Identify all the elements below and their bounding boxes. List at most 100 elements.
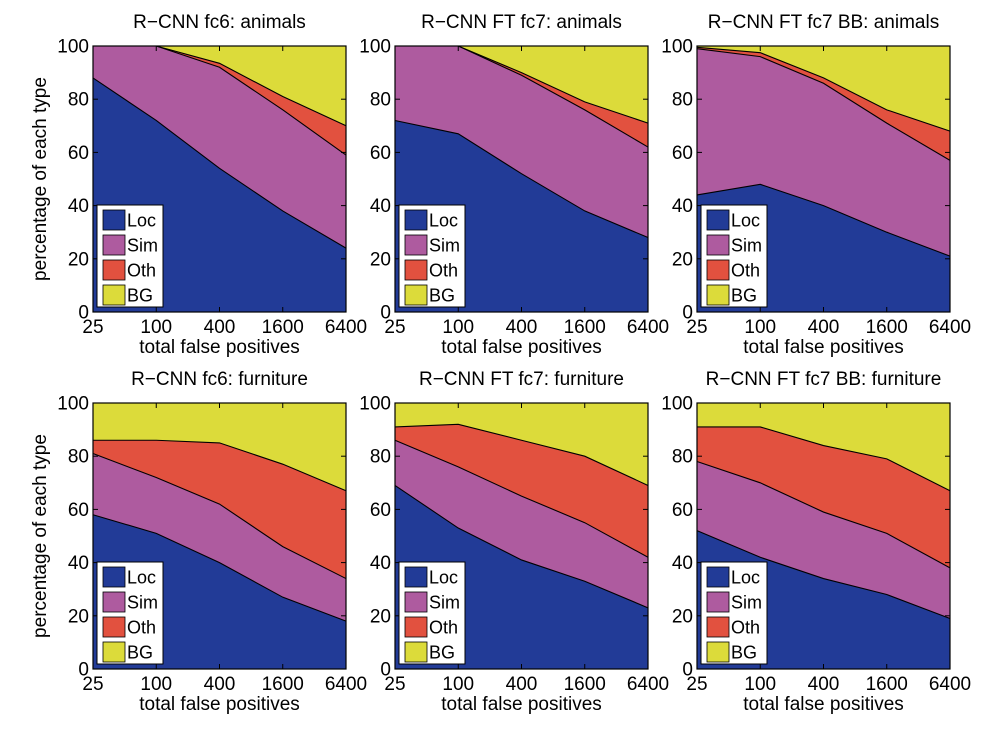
x-tick-label: 25 — [82, 674, 103, 695]
y-tick-label: 80 — [672, 90, 693, 111]
legend-swatch-sim — [404, 234, 428, 256]
legend: Loc Sim Oth BG — [700, 204, 768, 308]
chart-title: R−CNN fc6: furniture — [131, 369, 308, 390]
area-sim — [93, 46, 346, 249]
x-tick-label: 1600 — [262, 317, 304, 338]
y-tick-label: 60 — [672, 500, 693, 521]
x-tick-label: 25 — [82, 317, 103, 338]
y-tick-label: 40 — [68, 553, 89, 574]
legend-swatch-loc — [706, 566, 730, 588]
y-tick-label: 20 — [672, 606, 693, 627]
boundary-oth — [696, 46, 951, 132]
legend: Loc Sim Oth BG — [700, 561, 768, 665]
area-sim — [697, 48, 950, 257]
legend-label-bg: BG — [127, 286, 153, 306]
legend: Loc Sim Oth BG — [96, 204, 164, 308]
y-tick-label: 0 — [380, 660, 391, 681]
legend-label-oth: Oth — [127, 261, 156, 281]
x-tick-label: 6400 — [929, 674, 971, 695]
y-tick-label: 60 — [68, 500, 89, 521]
y-tick-label: 100 — [359, 37, 391, 58]
y-tick-label: 20 — [370, 606, 391, 627]
legend-swatch-bg — [706, 284, 730, 306]
y-tick-label: 20 — [672, 249, 693, 270]
x-tick-label: 400 — [506, 674, 538, 695]
x-tick-label: 1600 — [564, 674, 606, 695]
x-tick-label: 1600 — [262, 674, 304, 695]
x-tick-label: 100 — [442, 317, 474, 338]
boundary-loc — [92, 514, 347, 622]
y-tick-label: 0 — [78, 660, 89, 681]
boundary-oth — [93, 439, 347, 492]
chart-title: R−CNN fc6: animals — [133, 12, 306, 33]
legend-swatch-loc — [706, 209, 730, 231]
x-tick-label: 100 — [744, 674, 776, 695]
y-tick-label: 0 — [682, 660, 693, 681]
area-bg — [395, 403, 648, 486]
legend-label-bg: BG — [127, 643, 153, 663]
y-tick-label: 100 — [359, 394, 391, 415]
y-tick-label: 40 — [68, 196, 89, 217]
x-axis-label: total false positives — [139, 337, 300, 358]
x-tick-label: 25 — [384, 674, 405, 695]
legend-label-sim: Sim — [429, 236, 460, 256]
chart-title: R−CNN FT fc7: animals — [421, 12, 622, 33]
area-bg — [93, 46, 346, 126]
y-tick-label: 100 — [661, 37, 693, 58]
y-tick-label: 80 — [370, 90, 391, 111]
boundary-sim — [394, 439, 649, 558]
legend-label-loc: Loc — [127, 568, 156, 588]
x-tick-label: 100 — [442, 674, 474, 695]
boundary-oth — [697, 426, 951, 492]
legend-label-bg: BG — [429, 643, 455, 663]
area-oth — [697, 426, 950, 568]
legend: Loc Sim Oth BG — [398, 561, 466, 665]
y-tick-label: 0 — [682, 303, 693, 324]
boundary-loc — [92, 77, 347, 249]
area-oth — [93, 440, 346, 579]
legend-label-oth: Oth — [429, 261, 458, 281]
legend-swatch-loc — [102, 566, 126, 588]
legend-label-oth: Oth — [127, 618, 156, 638]
chart-title: R−CNN FT fc7 BB: furniture — [706, 369, 942, 390]
legend-label-oth: Oth — [429, 618, 458, 638]
legend-swatch-oth — [404, 616, 428, 638]
boundary-loc — [696, 530, 951, 619]
x-tick-label: 400 — [204, 674, 236, 695]
area-bg — [395, 46, 648, 124]
y-tick-label: 100 — [661, 394, 693, 415]
x-tick-label: 100 — [140, 317, 172, 338]
boundary-sim — [696, 48, 951, 161]
x-axis-label: total false positives — [441, 694, 602, 715]
y-tick-label: 100 — [57, 394, 89, 415]
legend-swatch-sim — [706, 234, 730, 256]
y-tick-label: 40 — [370, 196, 391, 217]
y-tick-label: 80 — [672, 447, 693, 468]
x-tick-label: 6400 — [325, 317, 367, 338]
boundary-sim — [92, 453, 347, 580]
x-tick-label: 400 — [204, 317, 236, 338]
y-tick-label: 60 — [68, 143, 89, 164]
y-tick-label: 60 — [370, 500, 391, 521]
x-tick-label: 25 — [686, 317, 707, 338]
boundary-oth — [394, 423, 649, 486]
area-sim — [93, 453, 346, 622]
legend-label-loc: Loc — [429, 211, 458, 231]
legend-label-oth: Oth — [731, 618, 760, 638]
legend-swatch-sim — [706, 591, 730, 613]
area-bg — [93, 403, 346, 491]
chart-panel-6: 0 20 40 60 80 100 25 100 400 1600 6400 R−CNN FT fc7… — [661, 369, 971, 715]
boundary-sim — [696, 460, 951, 569]
legend-swatch-loc — [404, 209, 428, 231]
y-tick-label: 80 — [370, 447, 391, 468]
area-sim — [395, 440, 648, 608]
x-tick-label: 6400 — [929, 317, 971, 338]
area-bg — [697, 403, 950, 491]
y-tick-label: 20 — [68, 606, 89, 627]
legend-swatch-sim — [102, 591, 126, 613]
legend-label-sim: Sim — [127, 593, 158, 613]
legend: Loc Sim Oth BG — [96, 561, 164, 665]
legend-label-sim: Sim — [731, 236, 762, 256]
x-tick-label: 6400 — [325, 674, 367, 695]
legend-label-sim: Sim — [127, 236, 158, 256]
